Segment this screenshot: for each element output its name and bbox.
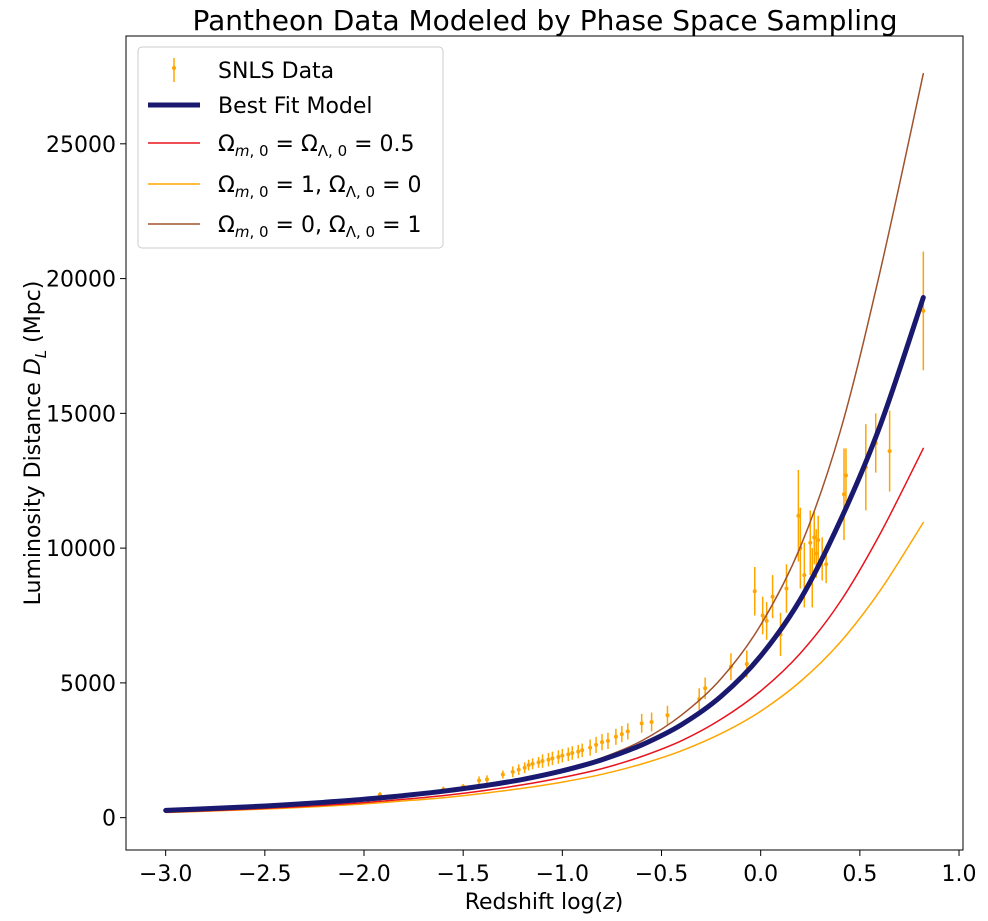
legend-item-snls: SNLS Data (172, 58, 334, 84)
y-tick-label: 15000 (46, 402, 116, 427)
y-axis-ticks: 0 5000 10000 15000 20000 25000 (46, 133, 126, 832)
legend-label-snls: SNLS Data (218, 59, 334, 84)
snls-data-point (649, 719, 654, 724)
y-tick-label: 10000 (46, 537, 116, 562)
legend-label-best-fit: Best Fit Model (218, 94, 373, 119)
x-axis-label: Redshift log(z) (465, 890, 624, 915)
x-tick-label: −1.0 (536, 862, 589, 887)
x-axis-ticks: −3.0 −2.5 −2.0 −1.5 −1.0 −0.5 0.0 0.5 1.0 (139, 850, 977, 887)
y-tick-label: 20000 (46, 268, 116, 293)
snls-data-point (770, 594, 775, 599)
series-line-model-equal (164, 447, 925, 814)
snls-data-point (550, 756, 555, 761)
snls-data-point (570, 750, 575, 755)
snls-data-point (576, 749, 581, 754)
x-tick-label: 1.0 (942, 862, 977, 887)
snls-data-point (605, 738, 610, 743)
legend-label-model-lambda: Ωm, 0 = 0, ΩΛ, 0 = 1 (218, 213, 422, 241)
plot-frame (125, 35, 964, 851)
snls-data-point (540, 759, 545, 764)
x-tick-label: 0.0 (743, 862, 778, 887)
snls-data-point (784, 586, 789, 591)
x-tick-label: −3.0 (139, 862, 192, 887)
snls-data-point (477, 778, 482, 783)
x-tick-label: −0.5 (635, 862, 688, 887)
snls-data-point (536, 760, 541, 765)
legend-marker-dot (172, 66, 176, 70)
snls-data-point (760, 613, 765, 618)
snls-data-point (546, 757, 551, 762)
snls-data-point (625, 729, 630, 734)
snls-data-point (887, 449, 892, 454)
snls-data-point (522, 765, 527, 770)
legend-item-model-lambda: Ωm, 0 = 0, ΩΛ, 0 = 1 (148, 213, 422, 241)
snls-data-point (703, 686, 708, 691)
snls-data-point (814, 551, 819, 556)
snls-data-point (594, 742, 599, 747)
legend-item-best-fit: Best Fit Model (148, 94, 373, 119)
y-axis-label: Luminosity Distance DL (Mpc) (21, 281, 50, 606)
snls-data-point (816, 538, 821, 543)
snls-data-point (530, 761, 535, 766)
x-tick-label: −2.5 (238, 862, 291, 887)
snls-data-point (824, 562, 829, 567)
snls-data-point (619, 732, 624, 737)
series-line-best-fit (163, 295, 926, 813)
series-line-model-matter (164, 521, 925, 814)
snls-data-point (639, 721, 644, 726)
snls-data-point (796, 513, 801, 518)
snls-data-point (500, 772, 505, 777)
snls-data-point (566, 752, 571, 757)
x-tick-label: −1.5 (436, 862, 489, 887)
snls-data-point (556, 755, 561, 760)
snls-data-point (808, 540, 813, 545)
x-tick-label: −2.0 (337, 862, 390, 887)
snls-data-point (560, 753, 565, 758)
y-tick-label: 0 (102, 807, 116, 832)
snls-data-point (588, 745, 593, 750)
snls-data-point (580, 748, 585, 753)
snls-data-point (600, 740, 605, 745)
y-tick-label: 25000 (46, 133, 116, 158)
snls-data-point (841, 492, 846, 497)
snls-data-point (516, 767, 521, 772)
snls-data-point (812, 535, 817, 540)
chart-title: Pantheon Data Modeled by Phase Space Sam… (192, 4, 897, 37)
model-lines (163, 72, 926, 814)
snls-data-point (744, 662, 749, 667)
snls-data-point (484, 777, 489, 782)
snls-data-point (752, 589, 757, 594)
snls-data-point (921, 308, 926, 313)
snls-data-point (802, 573, 807, 578)
snls-data-point (665, 713, 670, 718)
snls-data-point (526, 763, 531, 768)
snls-data-point (510, 769, 515, 774)
x-tick-label: 0.5 (842, 862, 877, 887)
snls-data-point (843, 473, 848, 478)
legend-box (137, 46, 444, 249)
snls-data-point (613, 734, 618, 739)
snls-data-point (764, 618, 769, 623)
legend: SNLS Data Best Fit Model Ωm, 0 = ΩΛ, 0 =… (137, 46, 444, 249)
y-tick-label: 5000 (60, 672, 116, 697)
